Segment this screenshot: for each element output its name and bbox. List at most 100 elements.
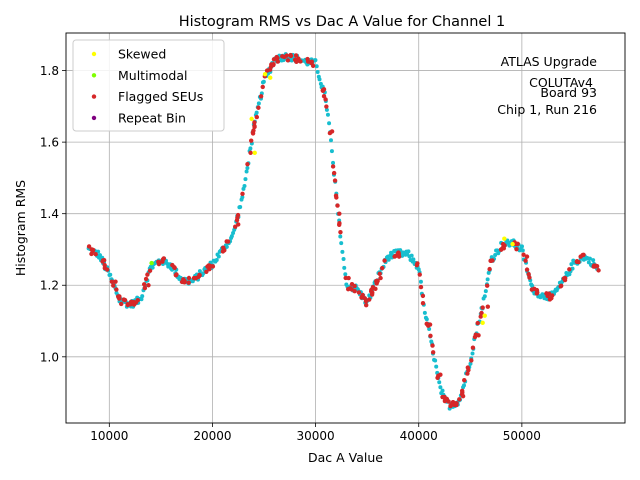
series-point-skewed bbox=[482, 313, 487, 318]
data-point bbox=[411, 257, 416, 262]
series-point-flagged-seus bbox=[469, 358, 474, 363]
x-tick-label: 10000 bbox=[90, 429, 128, 443]
series-point-flagged-seus bbox=[574, 259, 580, 264]
chart-title: Histogram RMS vs Dac A Value for Channel… bbox=[179, 14, 505, 30]
series-point-flagged-seus bbox=[252, 120, 257, 125]
chart-annotation: ATLAS Upgrade COLUTAv4 Board 93 Chip 1, … bbox=[497, 54, 597, 117]
series-point-flagged-seus bbox=[122, 297, 128, 303]
series-point-flagged-seus bbox=[221, 245, 226, 250]
series-point-flagged-seus bbox=[338, 229, 343, 235]
data-point bbox=[328, 138, 333, 143]
legend-label: Skewed bbox=[118, 47, 166, 62]
series-point-flagged-seus bbox=[248, 138, 254, 143]
data-point bbox=[341, 256, 346, 261]
series-point-flagged-seus bbox=[235, 215, 240, 220]
series-point-flagged-seus bbox=[100, 259, 105, 264]
series-point-flagged-seus bbox=[380, 265, 385, 271]
series-point-flagged-seus bbox=[252, 123, 257, 129]
data-point bbox=[197, 269, 202, 274]
series-point-flagged-seus bbox=[117, 294, 122, 299]
series-point-flagged-seus bbox=[220, 249, 226, 254]
series-point-flagged-seus bbox=[324, 104, 329, 109]
x-axis: 10000 20000 30000 40000 50000 bbox=[90, 423, 541, 443]
data-point bbox=[409, 253, 414, 258]
series-point-flagged-seus bbox=[430, 343, 435, 348]
series-point-flagged-seus bbox=[375, 278, 380, 284]
series-point-flagged-seus bbox=[476, 333, 481, 338]
series-point-flagged-seus bbox=[267, 67, 273, 72]
series-point-flagged-seus bbox=[256, 105, 261, 110]
series-point-flagged-seus bbox=[93, 251, 98, 257]
series-point-flagged-seus bbox=[245, 161, 250, 167]
legend-marker bbox=[91, 51, 97, 57]
series-point-flagged-seus bbox=[479, 310, 484, 316]
data-point bbox=[238, 205, 243, 210]
data-point bbox=[150, 265, 155, 270]
series-point-flagged-seus bbox=[196, 274, 201, 279]
series-point-flagged-seus bbox=[332, 178, 338, 183]
series-point-flagged-seus bbox=[86, 244, 92, 249]
data-point bbox=[530, 283, 535, 288]
data-point bbox=[519, 244, 524, 249]
series-point-flagged-seus bbox=[377, 271, 382, 276]
data-point bbox=[386, 257, 391, 262]
series-point-multimodal bbox=[149, 260, 154, 266]
series-point-flagged-seus bbox=[343, 275, 348, 281]
series-point-skewed bbox=[268, 75, 273, 80]
data-point bbox=[468, 361, 473, 366]
data-point bbox=[313, 58, 318, 63]
series-point-flagged-seus bbox=[309, 59, 314, 64]
series-point-flagged-seus bbox=[114, 287, 119, 292]
data-point bbox=[587, 256, 592, 261]
series-point-flagged-seus bbox=[248, 150, 253, 156]
series-point-flagged-seus bbox=[484, 283, 490, 288]
series-point-flagged-seus bbox=[359, 295, 364, 300]
series-point-flagged-seus bbox=[156, 261, 162, 267]
series-point-flagged-seus bbox=[547, 297, 553, 302]
data-point bbox=[520, 248, 525, 253]
series-point-flagged-seus bbox=[523, 258, 528, 263]
series-point-flagged-seus bbox=[293, 53, 299, 58]
series-point-flagged-seus bbox=[485, 304, 491, 309]
series-point-flagged-seus bbox=[382, 258, 387, 263]
data-point bbox=[327, 121, 332, 126]
series-point-skewed bbox=[252, 150, 257, 156]
series-point-flagged-seus bbox=[478, 314, 483, 319]
data-point bbox=[342, 265, 347, 270]
series-point-flagged-seus bbox=[487, 266, 492, 272]
legend-label: Flagged SEUs bbox=[118, 89, 203, 104]
legend-marker bbox=[91, 115, 97, 121]
series-point-flagged-seus bbox=[415, 261, 420, 266]
data-point bbox=[440, 388, 445, 393]
series-point-flagged-seus bbox=[470, 345, 476, 350]
data-point bbox=[586, 260, 591, 265]
series-point-flagged-seus bbox=[161, 256, 166, 261]
series-point-flagged-seus bbox=[113, 279, 118, 284]
series-point-skewed bbox=[502, 236, 507, 241]
data-point bbox=[424, 317, 429, 322]
series-point-flagged-seus bbox=[373, 286, 378, 292]
series-point-flagged-seus bbox=[321, 87, 327, 92]
data-point bbox=[140, 294, 145, 299]
data-point bbox=[139, 297, 144, 302]
y-axis-label: Histogram RMS bbox=[13, 180, 28, 276]
series-point-flagged-seus bbox=[89, 251, 94, 257]
data-point bbox=[325, 112, 330, 117]
y-axis: 1.0 1.2 1.4 1.6 1.8 bbox=[40, 64, 66, 364]
x-tick-label: 40000 bbox=[400, 429, 438, 443]
y-tick-label: 1.0 bbox=[40, 350, 59, 364]
data-point bbox=[242, 183, 247, 188]
legend: Skewed Multimodal Flagged SEUs Repeat Bin bbox=[72, 39, 225, 132]
series-point-flagged-seus bbox=[378, 275, 383, 281]
series-point-flagged-seus bbox=[208, 263, 213, 269]
data-point bbox=[437, 380, 442, 385]
series-point-flagged-seus bbox=[327, 130, 333, 136]
data-point bbox=[256, 101, 261, 106]
series-point-flagged-seus bbox=[524, 254, 530, 259]
series-point-flagged-seus bbox=[258, 94, 264, 99]
series-point-skewed bbox=[249, 116, 254, 122]
data-point bbox=[224, 244, 229, 249]
legend-label: Repeat Bin bbox=[118, 110, 186, 125]
data-point bbox=[343, 272, 348, 277]
data-point bbox=[317, 77, 322, 82]
